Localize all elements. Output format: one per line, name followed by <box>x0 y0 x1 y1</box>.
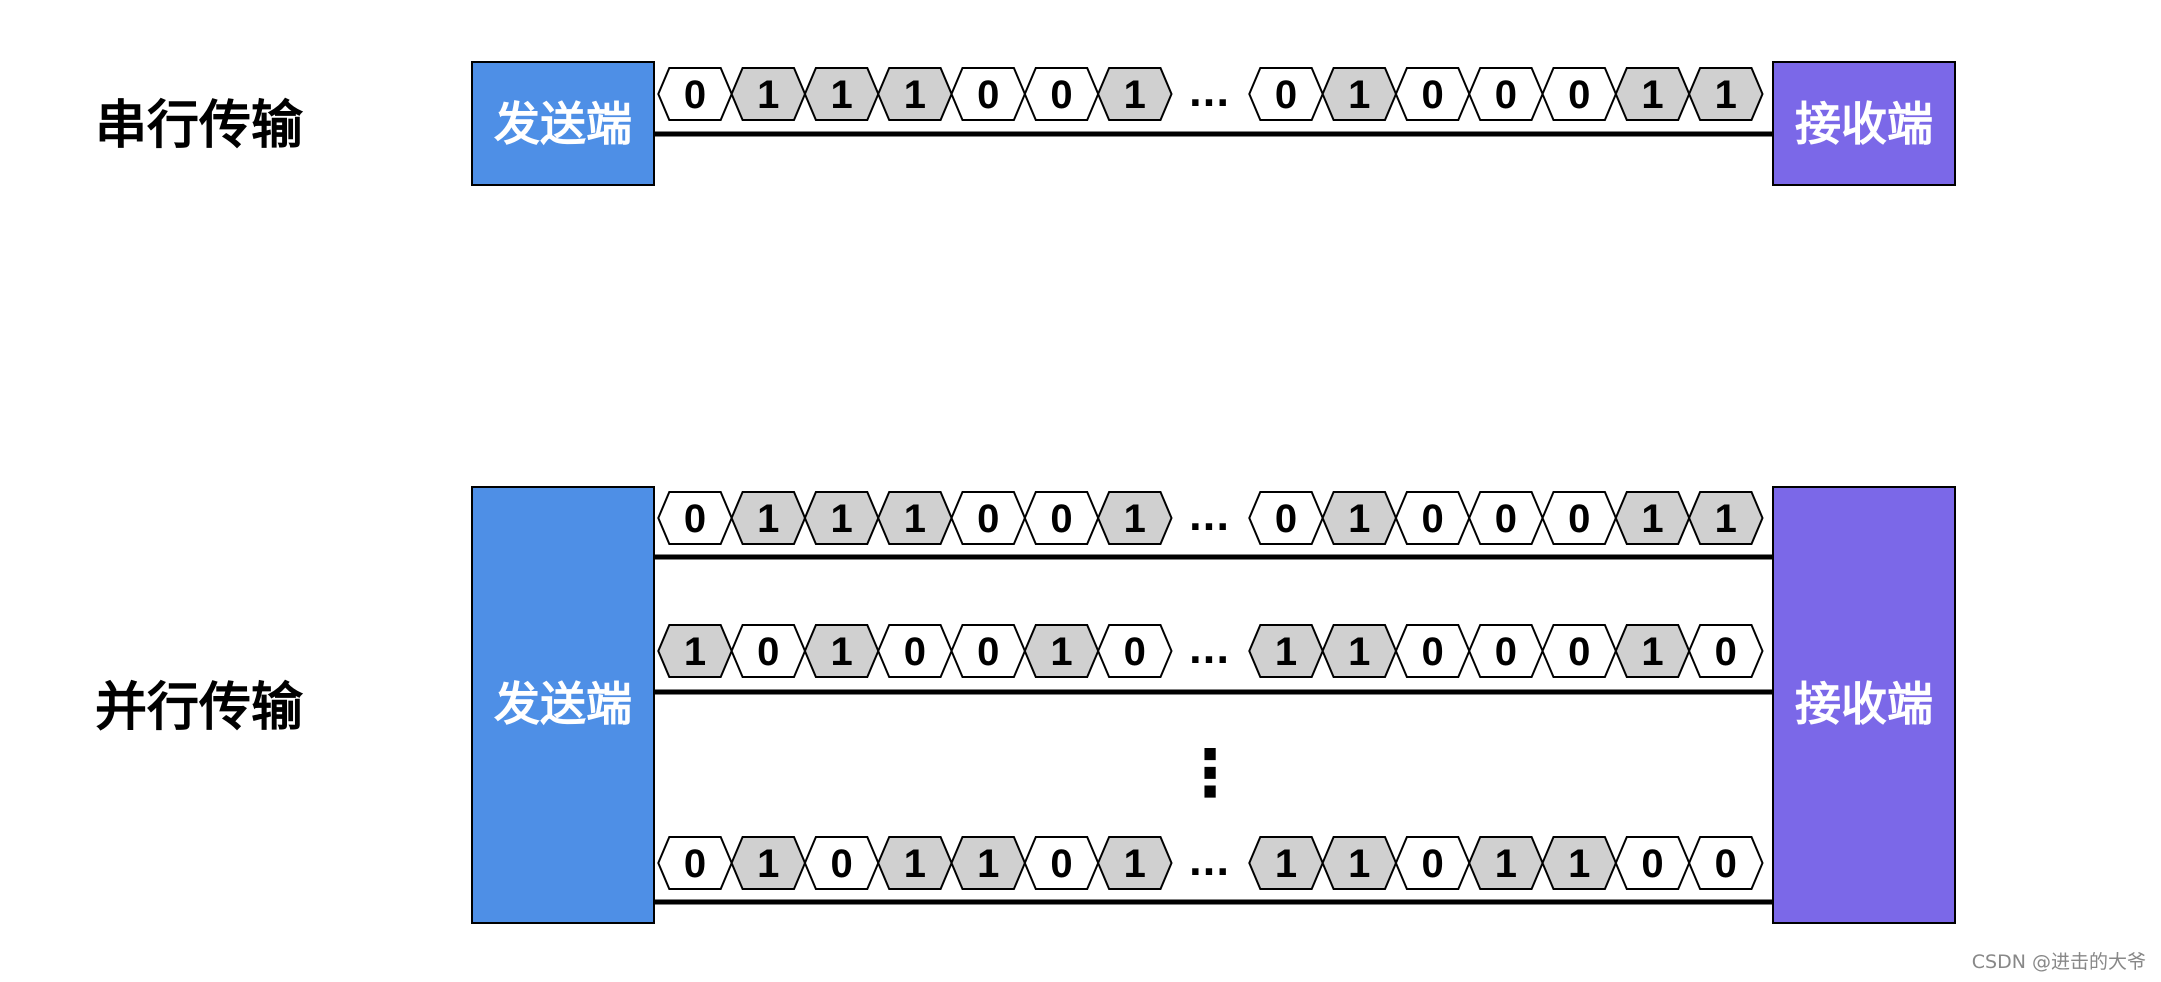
serial-receiver-label: 接收端 <box>1795 97 1933 151</box>
bit-value: 0 <box>1421 630 1443 674</box>
parallel-receiver-label: 接收端 <box>1795 677 1933 731</box>
bit-value: 1 <box>904 73 926 117</box>
bit-value: 0 <box>1421 73 1443 117</box>
bit-value: 1 <box>684 630 706 674</box>
serial-lane-1: 0 1 1 1 0 0 1 0 1 0 0 0 1 1... <box>654 67 1773 137</box>
bit-value: 0 <box>1568 73 1590 117</box>
bit-value: 0 <box>1715 842 1737 886</box>
bit-cell <box>1688 491 1764 545</box>
bit-value: 1 <box>830 73 852 117</box>
bit-value: 1 <box>757 497 779 541</box>
bit-value: 1 <box>1124 73 1146 117</box>
bit-value: 1 <box>1641 73 1663 117</box>
bit-value: 1 <box>904 497 926 541</box>
bit-value: 0 <box>977 630 999 674</box>
bit-value: 1 <box>1348 630 1370 674</box>
bit-value: 1 <box>830 497 852 541</box>
bit-cell <box>1097 67 1173 121</box>
bit-value: 0 <box>1050 842 1072 886</box>
bit-value: 1 <box>904 842 926 886</box>
bit-value: 1 <box>1715 73 1737 117</box>
bit-value: 1 <box>757 842 779 886</box>
bit-value: 1 <box>1124 497 1146 541</box>
bit-value: 1 <box>1275 630 1297 674</box>
bit-value: 0 <box>1568 630 1590 674</box>
bit-value: 1 <box>830 630 852 674</box>
bit-value: 0 <box>1275 497 1297 541</box>
serial-sender-box <box>471 61 655 186</box>
bit-cell <box>1097 624 1173 678</box>
bit-cell <box>1688 836 1764 890</box>
serial-section-label: 串行传输 <box>95 96 304 156</box>
parallel-lane-ellipsis: ... <box>1188 631 1229 672</box>
bit-value: 1 <box>1050 630 1072 674</box>
bit-cell <box>1688 624 1764 678</box>
bit-lanes: 0 1 1 1 0 0 1 0 1 0 0 0 1 1...0 1 1 1 0 0 1 0 1 0 0 0 1 1...1 0 1 0 0 1… <box>654 67 1773 905</box>
bit-value: 1 <box>1715 497 1737 541</box>
bit-cell <box>1688 67 1764 121</box>
bit-value: 0 <box>904 630 926 674</box>
bit-value: 0 <box>1050 73 1072 117</box>
parallel-section-label: 并行传输 <box>95 678 304 738</box>
bit-value: 0 <box>1568 497 1590 541</box>
bit-cell <box>1097 836 1173 890</box>
parallel-sender-label: 发送端 <box>494 677 632 731</box>
bit-value: 0 <box>1495 630 1517 674</box>
bit-value: 0 <box>1275 73 1297 117</box>
bit-value: 0 <box>1421 497 1443 541</box>
bit-value: 0 <box>684 842 706 886</box>
bit-value: 1 <box>1124 842 1146 886</box>
parallel-vertical-ellipsis: ⋮ <box>1178 737 1242 811</box>
bit-cell <box>1097 491 1173 545</box>
bit-value: 0 <box>1715 630 1737 674</box>
bit-value: 0 <box>1421 842 1443 886</box>
serial-sender-label: 发送端 <box>494 97 632 151</box>
bit-value: 0 <box>757 630 779 674</box>
parallel-sender-box <box>471 486 655 924</box>
parallel-receiver-box <box>1772 486 1956 924</box>
bit-value: 0 <box>1495 73 1517 117</box>
bit-value: 1 <box>1348 73 1370 117</box>
bit-value: 1 <box>1495 842 1517 886</box>
bit-value: 1 <box>1275 842 1297 886</box>
bit-value: 1 <box>977 842 999 886</box>
bit-value: 0 <box>684 497 706 541</box>
bit-value: 0 <box>1495 497 1517 541</box>
bit-value: 0 <box>977 73 999 117</box>
bit-value: 0 <box>1641 842 1663 886</box>
bit-value: 1 <box>1348 497 1370 541</box>
bit-value: 0 <box>1050 497 1072 541</box>
bit-value: 1 <box>757 73 779 117</box>
bit-value: 1 <box>1348 842 1370 886</box>
bit-value: 0 <box>830 842 852 886</box>
parallel-lane-1: 0 1 1 1 0 0 1 0 1 0 0 0 1 1... <box>654 491 1773 560</box>
serial-lane-ellipsis: ... <box>1188 74 1229 115</box>
parallel-lane-ellipsis: ... <box>1188 843 1229 884</box>
serial-receiver-box <box>1772 61 1956 186</box>
bit-value: 1 <box>1641 497 1663 541</box>
parallel-lane-2: 1 0 1 0 0 1 0 1 1 0 0 0 1 0... <box>654 624 1773 695</box>
parallel-lane-ellipsis: ... <box>1188 498 1229 539</box>
bit-value: 1 <box>1568 842 1590 886</box>
bit-value: 0 <box>1124 630 1146 674</box>
watermark: CSDN @进击的大爷 <box>1972 951 2146 973</box>
bit-value: 1 <box>1641 630 1663 674</box>
bit-value: 0 <box>684 73 706 117</box>
parallel-lane-3: 0 1 0 1 1 0 1 1 1 0 1 1 0 0... <box>654 836 1773 905</box>
bit-value: 0 <box>977 497 999 541</box>
